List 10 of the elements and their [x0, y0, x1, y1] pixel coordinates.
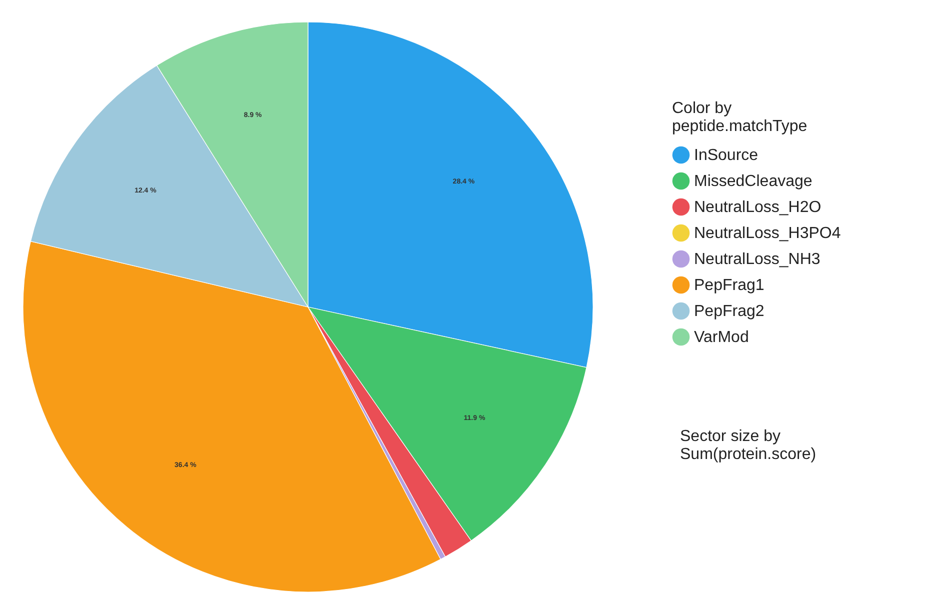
legend-label: NeutralLoss_H2O [694, 199, 822, 216]
text: Sector size by Sum(protein.score) [680, 428, 816, 463]
legend-title: Color by peptide.matchType [672, 100, 808, 135]
legend-label: MissedCleavage [694, 173, 812, 190]
legend-label: NeutralLoss_H3PO4 [694, 225, 841, 242]
legend-label: PepFrag1 [694, 277, 764, 294]
legend-label: PepFrag2 [694, 303, 764, 320]
legend-label: VarMod [694, 329, 749, 346]
legend-label: NeutralLoss_NH3 [694, 251, 820, 268]
legend-label: InSource [694, 147, 758, 164]
